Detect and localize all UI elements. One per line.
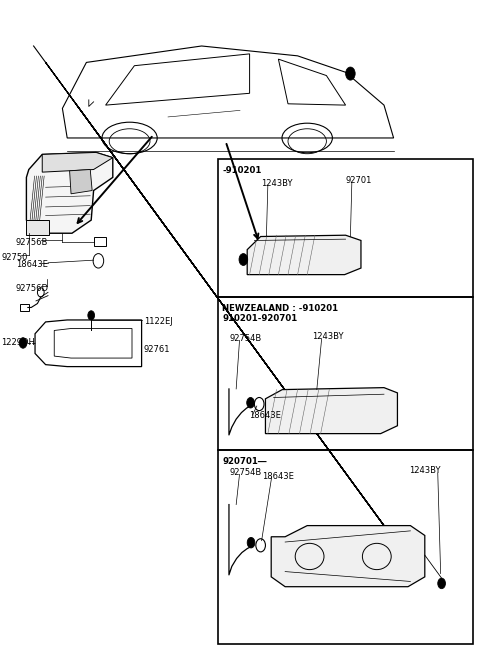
Text: 18643E: 18643E	[249, 411, 280, 420]
Text: NEWZEALAND : -910201
910201-920701: NEWZEALAND : -910201 910201-920701	[222, 304, 338, 323]
Polygon shape	[42, 152, 113, 172]
Bar	[94, 237, 106, 246]
Polygon shape	[247, 235, 361, 275]
Bar	[26, 220, 49, 235]
Polygon shape	[265, 388, 397, 434]
Circle shape	[247, 537, 255, 548]
Bar	[218, 159, 473, 297]
Text: 92750: 92750	[1, 253, 28, 262]
Text: 18643E: 18643E	[16, 260, 48, 269]
Text: 1243BY: 1243BY	[261, 179, 292, 188]
Bar	[20, 304, 29, 311]
Circle shape	[346, 67, 355, 80]
Text: 1122EJ: 1122EJ	[144, 317, 173, 327]
Text: 92761: 92761	[143, 345, 169, 354]
Circle shape	[88, 311, 95, 320]
Text: 1229DH: 1229DH	[1, 338, 36, 348]
Circle shape	[247, 397, 254, 408]
Text: 1243BY: 1243BY	[409, 466, 441, 476]
Circle shape	[239, 254, 248, 265]
Polygon shape	[26, 152, 113, 233]
Text: 18643E: 18643E	[262, 472, 293, 481]
Polygon shape	[271, 526, 425, 587]
Circle shape	[19, 338, 27, 348]
Text: 1243BY: 1243BY	[312, 332, 344, 342]
Text: 92754B: 92754B	[230, 334, 262, 343]
Text: 920701―: 920701―	[222, 457, 267, 466]
Text: 92701: 92701	[346, 176, 372, 185]
Bar	[218, 450, 473, 644]
Text: 92756B: 92756B	[16, 238, 48, 248]
Text: 92756D: 92756D	[16, 284, 49, 293]
Bar	[218, 297, 473, 450]
Text: -910201: -910201	[222, 166, 262, 175]
Polygon shape	[70, 170, 92, 194]
Circle shape	[438, 578, 445, 589]
Text: 92754B: 92754B	[230, 468, 262, 477]
